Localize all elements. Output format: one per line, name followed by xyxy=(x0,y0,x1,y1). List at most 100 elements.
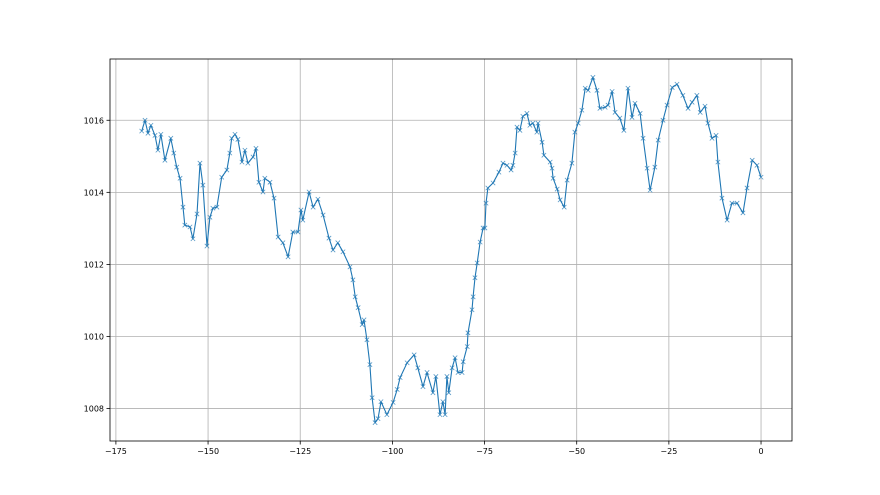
data-point-marker xyxy=(472,275,478,281)
data-point-marker xyxy=(474,260,480,266)
x-tick-label: −50 xyxy=(568,447,585,456)
data-point-marker xyxy=(585,87,591,93)
data-point-marker xyxy=(602,104,608,110)
x-tick-label: −75 xyxy=(476,447,493,456)
data-point-marker xyxy=(744,185,750,191)
data-point-marker xyxy=(697,109,703,115)
data-point-marker xyxy=(142,117,148,123)
data-point-marker xyxy=(152,132,158,138)
data-point-marker xyxy=(315,196,321,202)
series xyxy=(139,74,764,426)
data-point-marker xyxy=(550,175,556,181)
data-point-marker xyxy=(437,412,443,418)
data-point-marker xyxy=(271,195,277,201)
data-point-marker xyxy=(204,243,210,249)
data-point-marker xyxy=(335,240,341,246)
data-point-marker xyxy=(669,84,675,90)
data-point-marker xyxy=(187,224,193,230)
data-point-marker xyxy=(617,115,623,121)
data-point-marker xyxy=(367,362,373,368)
data-point-marker xyxy=(541,152,547,158)
data-point-marker xyxy=(145,130,151,136)
data-point-marker xyxy=(197,160,203,166)
data-point-marker xyxy=(275,234,281,240)
data-point-marker xyxy=(415,365,421,371)
data-point-marker xyxy=(442,412,448,418)
data-point-marker xyxy=(594,87,600,93)
data-point-marker xyxy=(637,110,643,116)
data-point-marker xyxy=(444,374,450,379)
data-point-marker xyxy=(754,162,760,168)
data-point-marker xyxy=(572,129,578,135)
data-point-marker xyxy=(242,147,248,153)
data-point-marker xyxy=(378,399,384,405)
data-point-marker xyxy=(724,217,730,223)
data-point-marker xyxy=(326,235,332,241)
data-point-marker xyxy=(330,247,336,253)
data-point-marker xyxy=(564,177,570,183)
data-point-marker xyxy=(306,189,312,195)
data-point-marker xyxy=(609,88,615,94)
data-point-marker xyxy=(232,131,238,137)
y-tick-label: 1016 xyxy=(84,116,104,125)
data-point-marker xyxy=(347,264,353,270)
data-point-marker xyxy=(465,330,471,336)
data-point-marker xyxy=(446,390,452,396)
data-point-marker xyxy=(290,229,296,235)
data-point-marker xyxy=(674,81,680,87)
data-point-marker xyxy=(250,154,256,160)
data-point-marker xyxy=(449,365,455,371)
data-point-marker xyxy=(245,160,251,166)
data-point-marker xyxy=(372,420,378,426)
data-point-marker xyxy=(350,277,356,283)
x-tick-label: −100 xyxy=(381,447,403,456)
y-tick-label: 1014 xyxy=(84,188,104,197)
data-point-marker xyxy=(655,137,661,143)
data-point-marker xyxy=(547,159,553,165)
data-point-marker xyxy=(162,157,168,163)
data-point-marker xyxy=(660,117,666,123)
data-point-marker xyxy=(512,150,518,156)
data-point-marker xyxy=(190,236,196,242)
series-line xyxy=(141,76,762,424)
data-point-marker xyxy=(320,212,326,218)
data-point-marker xyxy=(260,189,266,195)
data-point-marker xyxy=(629,114,635,120)
data-point-marker xyxy=(224,167,230,173)
data-point-marker xyxy=(729,200,735,206)
data-point-marker xyxy=(148,122,154,128)
data-point-marker xyxy=(530,120,536,126)
data-point-marker xyxy=(517,127,523,133)
data-point-marker xyxy=(702,103,708,109)
data-point-marker xyxy=(485,185,491,191)
y-tick-label: 1008 xyxy=(84,405,104,414)
data-point-marker xyxy=(384,412,390,418)
data-point-marker xyxy=(180,204,186,210)
data-point-marker xyxy=(640,135,646,141)
data-point-marker xyxy=(477,239,483,245)
data-point-marker xyxy=(174,164,180,170)
data-point-marker xyxy=(557,197,563,203)
data-point-marker xyxy=(625,85,631,91)
x-tick-label: 0 xyxy=(758,447,763,456)
y-tick-label: 1012 xyxy=(84,260,104,269)
data-point-marker xyxy=(440,399,446,405)
data-point-marker xyxy=(364,337,370,343)
data-point-marker xyxy=(267,179,273,185)
data-point-marker xyxy=(210,205,216,211)
data-point-marker xyxy=(713,132,719,138)
data-point-marker xyxy=(182,222,188,228)
data-point-marker xyxy=(433,374,439,379)
data-point-marker xyxy=(534,129,540,135)
data-point-marker xyxy=(235,136,241,142)
data-point-marker xyxy=(239,159,245,165)
data-point-marker xyxy=(483,200,489,206)
data-point-marker xyxy=(404,360,410,366)
data-point-marker xyxy=(227,150,233,156)
data-point-marker xyxy=(394,386,400,392)
data-point-marker xyxy=(480,225,486,231)
data-point-marker xyxy=(575,120,581,126)
data-point-marker xyxy=(758,174,764,180)
data-point-marker xyxy=(605,102,611,108)
